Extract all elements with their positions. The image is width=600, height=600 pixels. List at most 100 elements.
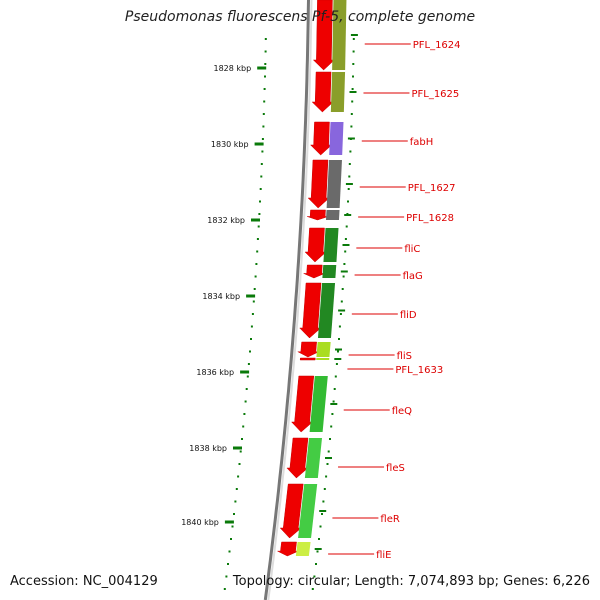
scale-dot bbox=[260, 175, 263, 178]
cds-arrow bbox=[312, 0, 336, 71]
scale-dot bbox=[259, 200, 261, 203]
forward-cds-track bbox=[277, 0, 336, 557]
scale-dot bbox=[352, 50, 355, 53]
scale-dot bbox=[241, 438, 243, 440]
scale-dot bbox=[335, 363, 338, 365]
scale-dot bbox=[250, 338, 252, 340]
scale-dot bbox=[264, 50, 267, 53]
scale-dot bbox=[233, 513, 235, 515]
kbp-label: 1838 kbp bbox=[189, 444, 227, 453]
gene-tick bbox=[325, 457, 332, 459]
kbp-tick bbox=[257, 66, 267, 70]
scale-dot bbox=[228, 550, 231, 553]
gene-label-fler: fleR bbox=[380, 514, 399, 525]
gene-label-fles: fleS bbox=[386, 463, 405, 474]
cog-block bbox=[298, 484, 318, 538]
scale-dot bbox=[249, 350, 251, 353]
gene-tick bbox=[334, 358, 342, 360]
scale-dot bbox=[343, 263, 346, 265]
scale-dot bbox=[250, 325, 253, 328]
scale-dot bbox=[260, 163, 263, 165]
gene-labels: PFL_1624 PFL_1625 fabH PFL_1627 PFL_1628 fliC… bbox=[328, 40, 461, 561]
scale-dot bbox=[262, 125, 265, 128]
scale-dot bbox=[350, 113, 353, 115]
gene-label-fabh: fabH bbox=[410, 137, 434, 148]
gene-label-flis: fliS bbox=[397, 351, 412, 362]
scale-dot bbox=[322, 500, 325, 503]
kbp-label: 1830 kbp bbox=[211, 140, 249, 149]
backbone-inner-line bbox=[267, 0, 313, 600]
scale-dot bbox=[231, 525, 234, 528]
scale-dot bbox=[227, 563, 229, 565]
scale-dot bbox=[261, 138, 264, 140]
cds-arrow bbox=[279, 483, 304, 539]
scale-dot bbox=[351, 100, 354, 103]
kbp-tick bbox=[233, 446, 242, 450]
scale-dot bbox=[259, 188, 262, 190]
scale-dot bbox=[329, 438, 331, 440]
scale-dot bbox=[256, 250, 259, 253]
scale-dot bbox=[247, 363, 250, 365]
cog-block bbox=[329, 122, 344, 155]
cog-block bbox=[332, 0, 347, 70]
gene-tick bbox=[314, 548, 322, 550]
kbp-tick bbox=[240, 370, 250, 374]
gene-label-pfl-1628: PFL_1628 bbox=[406, 213, 454, 224]
scale-dot bbox=[330, 425, 333, 428]
scale-dot bbox=[258, 213, 261, 215]
cds-arrow bbox=[307, 209, 329, 221]
gene-tick bbox=[319, 510, 327, 512]
kbp-label: 1840 kbp bbox=[181, 518, 219, 527]
scale-dot bbox=[344, 250, 347, 253]
scale-dot bbox=[311, 588, 314, 590]
cog-block bbox=[325, 210, 340, 220]
scale-dot bbox=[254, 275, 257, 278]
scale-dot bbox=[345, 225, 348, 228]
scale-dot bbox=[344, 238, 347, 240]
gene-label-pfl-1633: PFL_1633 bbox=[395, 365, 443, 376]
scale-dot bbox=[243, 413, 246, 415]
scale-dot bbox=[348, 163, 351, 165]
scale-dot bbox=[263, 100, 266, 103]
genome-backbone bbox=[263, 0, 313, 600]
scale-dot bbox=[349, 150, 352, 153]
gene-label-pfl-1627: PFL_1627 bbox=[408, 183, 456, 194]
gene-tick bbox=[344, 214, 352, 216]
scale-dot bbox=[331, 413, 334, 415]
gene-label-flid: fliD bbox=[400, 310, 417, 321]
gene-label-fleq: fleQ bbox=[392, 406, 412, 417]
scale-dot bbox=[352, 38, 355, 40]
kbp-tick bbox=[254, 142, 264, 146]
scale-dot bbox=[262, 113, 265, 115]
cds-arrow bbox=[277, 541, 299, 557]
gene-label-flag: flaG bbox=[403, 271, 423, 282]
kbp-label: 1828 kbp bbox=[213, 64, 251, 73]
gene-tick bbox=[335, 348, 342, 351]
cog-block bbox=[309, 376, 328, 432]
scale-dot bbox=[348, 175, 351, 178]
scale-dot bbox=[327, 450, 330, 453]
scale-dot bbox=[352, 75, 354, 78]
cds-arrow bbox=[307, 159, 330, 209]
gene-tick bbox=[340, 270, 348, 273]
backbone-outer-line bbox=[263, 0, 310, 600]
gene-tick bbox=[349, 91, 357, 93]
scale-dot bbox=[326, 463, 329, 465]
scale-dot bbox=[350, 125, 353, 128]
scale-dot bbox=[237, 475, 240, 478]
scale-dots bbox=[223, 38, 355, 590]
scale-dot bbox=[257, 225, 260, 228]
kbp-tick bbox=[246, 294, 256, 298]
scale-dot bbox=[325, 475, 328, 478]
scale-dot bbox=[334, 375, 337, 378]
scale-dot bbox=[225, 575, 228, 578]
scale-dot bbox=[255, 263, 258, 265]
cds-arrow bbox=[299, 282, 322, 339]
scale-dot bbox=[337, 350, 339, 353]
cog-block bbox=[317, 283, 336, 338]
scale-dot bbox=[235, 488, 238, 490]
scale-dot bbox=[347, 188, 350, 190]
cog-block bbox=[330, 72, 346, 112]
scale-dot bbox=[342, 275, 345, 278]
